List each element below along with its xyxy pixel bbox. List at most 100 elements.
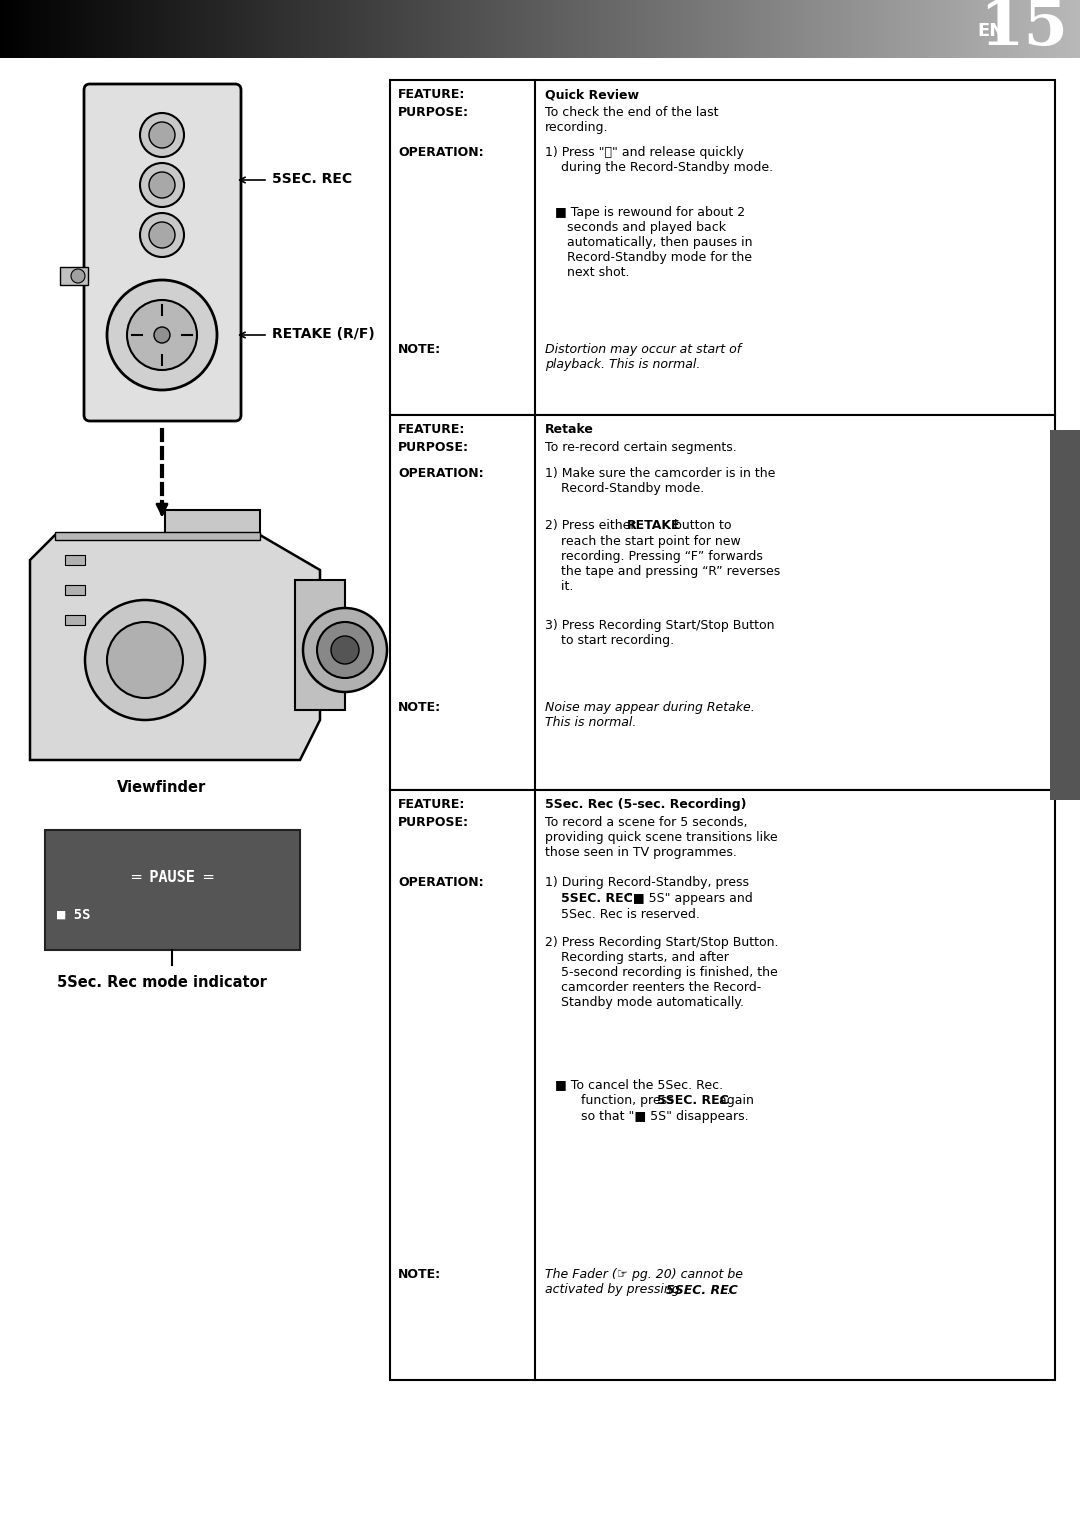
- Bar: [612, 0, 616, 58]
- Bar: [133, 0, 137, 58]
- Bar: [886, 0, 889, 58]
- Bar: [105, 0, 108, 58]
- Bar: [832, 0, 835, 58]
- Bar: [483, 0, 486, 58]
- Bar: [364, 0, 367, 58]
- Bar: [1029, 0, 1034, 58]
- Bar: [11, 0, 14, 58]
- Bar: [432, 0, 435, 58]
- Bar: [284, 0, 288, 58]
- Bar: [1044, 0, 1048, 58]
- Bar: [310, 0, 313, 58]
- Bar: [342, 0, 346, 58]
- Bar: [194, 0, 198, 58]
- Circle shape: [303, 609, 387, 691]
- Text: reach the start point for new
    recording. Pressing “F” forwards
    the tape : reach the start point for new recording.…: [545, 535, 780, 593]
- Bar: [616, 0, 619, 58]
- Text: 5Sec. Rec mode indicator: 5Sec. Rec mode indicator: [57, 975, 267, 990]
- Bar: [119, 0, 122, 58]
- Bar: [583, 0, 586, 58]
- Bar: [36, 0, 40, 58]
- Bar: [1015, 0, 1018, 58]
- Bar: [224, 0, 227, 58]
- Bar: [446, 0, 450, 58]
- Text: 2) Press either: 2) Press either: [545, 520, 639, 532]
- Bar: [867, 0, 872, 58]
- Bar: [410, 0, 414, 58]
- Bar: [313, 0, 316, 58]
- Bar: [1023, 0, 1026, 58]
- Text: 15: 15: [978, 0, 1068, 58]
- Bar: [338, 0, 342, 58]
- Bar: [774, 0, 778, 58]
- Bar: [302, 0, 306, 58]
- Bar: [440, 0, 443, 58]
- Circle shape: [149, 172, 175, 198]
- Bar: [273, 0, 278, 58]
- Bar: [705, 0, 710, 58]
- Bar: [972, 0, 975, 58]
- Bar: [234, 0, 238, 58]
- Bar: [180, 0, 184, 58]
- Bar: [943, 0, 947, 58]
- Bar: [25, 0, 29, 58]
- Text: NOTE:: NOTE:: [399, 701, 441, 714]
- Bar: [738, 0, 742, 58]
- Circle shape: [127, 300, 197, 369]
- Text: again: again: [715, 1095, 754, 1107]
- Bar: [8, 0, 11, 58]
- Bar: [640, 0, 645, 58]
- Bar: [861, 0, 864, 58]
- Text: EN: EN: [977, 21, 1005, 40]
- Bar: [390, 789, 1055, 1380]
- Polygon shape: [165, 510, 260, 535]
- Bar: [295, 0, 299, 58]
- Bar: [940, 0, 943, 58]
- Bar: [202, 0, 205, 58]
- Bar: [591, 0, 594, 58]
- Bar: [958, 0, 961, 58]
- Bar: [475, 0, 478, 58]
- Bar: [511, 0, 515, 58]
- Bar: [785, 0, 788, 58]
- Bar: [86, 0, 90, 58]
- Bar: [489, 0, 494, 58]
- Bar: [144, 0, 148, 58]
- Bar: [518, 0, 522, 58]
- Bar: [367, 0, 370, 58]
- Text: Noise may appear during Retake.
This is normal.: Noise may appear during Retake. This is …: [545, 701, 755, 730]
- Bar: [486, 0, 489, 58]
- Bar: [1012, 0, 1015, 58]
- Bar: [65, 555, 85, 566]
- Bar: [918, 0, 921, 58]
- Bar: [889, 0, 893, 58]
- Circle shape: [154, 327, 170, 343]
- Bar: [748, 0, 753, 58]
- Bar: [645, 0, 648, 58]
- Bar: [569, 0, 572, 58]
- Bar: [457, 0, 461, 58]
- Text: ═ PAUSE ═: ═ PAUSE ═: [132, 871, 214, 885]
- Bar: [753, 0, 756, 58]
- Bar: [94, 0, 97, 58]
- Bar: [29, 0, 32, 58]
- Text: To check the end of the last
recording.: To check the end of the last recording.: [545, 106, 718, 133]
- Text: button to: button to: [670, 520, 731, 532]
- Bar: [111, 0, 116, 58]
- Bar: [205, 0, 208, 58]
- Bar: [65, 586, 85, 595]
- Bar: [969, 0, 972, 58]
- Bar: [1008, 0, 1012, 58]
- Bar: [349, 0, 353, 58]
- Bar: [478, 0, 483, 58]
- Bar: [572, 0, 576, 58]
- Bar: [45, 829, 300, 950]
- Text: PURPOSE:: PURPOSE:: [399, 106, 469, 120]
- Bar: [424, 0, 429, 58]
- Text: .: .: [726, 1285, 730, 1297]
- Bar: [464, 0, 468, 58]
- Bar: [532, 0, 537, 58]
- Bar: [76, 0, 79, 58]
- Bar: [673, 0, 677, 58]
- Bar: [245, 0, 248, 58]
